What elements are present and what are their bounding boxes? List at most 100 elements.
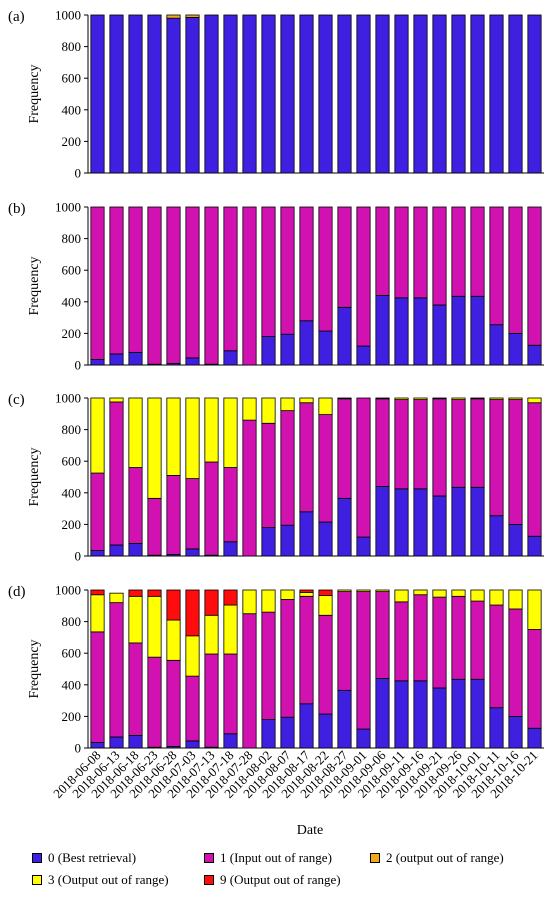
bar-segment-1 — [242, 206, 257, 366]
bar-segment-0 — [223, 733, 238, 749]
bar-segment-0 — [508, 332, 523, 366]
bar-segment-3 — [394, 397, 409, 400]
bar-segment-0 — [337, 14, 352, 174]
bar-segment-1 — [375, 591, 390, 679]
bar-segment-1 — [185, 478, 200, 550]
bar-segment-3 — [90, 594, 105, 633]
bar-segment-0 — [394, 680, 409, 749]
bar-segment-0 — [413, 488, 428, 557]
bar-segment-3 — [508, 589, 523, 610]
y-tick-label: 400 — [62, 677, 82, 692]
bar-segment-0 — [128, 351, 143, 366]
bar-segment-1 — [451, 595, 466, 680]
bar-segment-9 — [223, 589, 238, 606]
bar-segment-3 — [261, 397, 276, 424]
bar-segment-1 — [394, 206, 409, 299]
y-tick-label: 200 — [62, 326, 82, 341]
bar-segment-1 — [451, 399, 466, 488]
bar-segment-1 — [261, 422, 276, 528]
bar-segment-3 — [166, 619, 181, 661]
bar-segment-3 — [432, 397, 447, 400]
bar-segment-9 — [318, 589, 333, 596]
y-tick-label: 400 — [62, 294, 82, 309]
bar-segment-3 — [470, 589, 485, 602]
bar-segment-9 — [147, 589, 162, 597]
bar-segment-0 — [508, 524, 523, 557]
bar-segment-0 — [299, 511, 314, 557]
bar-segment-0 — [299, 320, 314, 366]
bar-segment-0 — [318, 14, 333, 174]
bar-segment-1 — [223, 653, 238, 735]
bar-segment-0 — [261, 719, 276, 749]
bar-segment-0 — [147, 14, 162, 174]
bar-segment-0 — [489, 515, 504, 557]
bar-segment-0 — [432, 495, 447, 557]
bar-segment-3 — [223, 604, 238, 655]
panel-label: (a) — [8, 9, 25, 25]
bar-segment-1 — [166, 659, 181, 747]
bar-segment-0 — [128, 542, 143, 557]
panel-0: (a) Frequency 0 200 400 600 800 1000 — [8, 8, 544, 181]
bar-segment-3 — [318, 397, 333, 415]
bar-segment-0 — [204, 14, 219, 174]
bar-segment-3 — [489, 589, 504, 606]
legend-label-2: 2 (output out of range) — [386, 850, 504, 865]
bar-segment-0 — [413, 680, 428, 749]
bar-segment-3 — [432, 589, 447, 598]
y-tick-label: 600 — [62, 646, 82, 661]
bar-segment-1 — [413, 594, 428, 682]
bar-segment-1 — [109, 401, 124, 546]
bar-segment-1 — [508, 206, 523, 334]
bar-segment-1 — [185, 675, 200, 742]
bar-segment-9 — [299, 589, 314, 593]
bar-segment-0 — [261, 336, 276, 366]
y-axis-label: Frequency — [27, 256, 42, 315]
bar-segment-3 — [508, 397, 523, 400]
bar-segment-3 — [451, 397, 466, 400]
bar-segment-0 — [489, 707, 504, 749]
bar-segment-0 — [185, 16, 200, 174]
legend-swatch-2 — [370, 853, 380, 863]
bar-segment-1 — [375, 398, 390, 487]
bar-segment-1 — [280, 599, 295, 718]
y-tick-label: 200 — [62, 517, 82, 532]
bar-segment-1 — [109, 206, 124, 355]
bar-segment-1 — [204, 653, 219, 748]
bar-segment-0 — [489, 14, 504, 174]
bar-segment-0 — [470, 295, 485, 366]
bar-segment-3 — [128, 397, 143, 468]
bar-segment-3 — [470, 397, 485, 400]
y-tick-label: 1000 — [55, 583, 81, 598]
bar-segment-1 — [242, 613, 257, 749]
bar-segment-0 — [337, 689, 352, 749]
bar-segment-1 — [356, 206, 371, 347]
bar-segment-1 — [527, 629, 542, 729]
y-tick-label: 0 — [75, 741, 82, 756]
bar-segment-1 — [261, 611, 276, 720]
bar-segment-3 — [356, 589, 371, 592]
y-tick-label: 800 — [62, 614, 82, 629]
bar-segment-0 — [185, 740, 200, 749]
bar-segment-3 — [242, 397, 257, 421]
bar-segment-3 — [204, 614, 219, 655]
bar-segment-1 — [90, 206, 105, 360]
bar-segment-3 — [375, 397, 390, 400]
bar-segment-0 — [261, 14, 276, 174]
bar-segment-3 — [318, 595, 333, 616]
bar-segment-0 — [527, 535, 542, 557]
y-tick-label: 200 — [62, 709, 82, 724]
bar-segment-1 — [280, 206, 295, 335]
bar-segment-0 — [489, 324, 504, 366]
bar-segment-0 — [318, 521, 333, 557]
bar-segment-0 — [261, 527, 276, 557]
bar-segment-3 — [223, 397, 238, 468]
x-axis-label: Date — [297, 823, 323, 838]
bar-segment-0 — [508, 716, 523, 749]
bar-segment-1 — [413, 206, 428, 299]
bar-segment-1 — [299, 402, 314, 513]
bar-segment-1 — [527, 206, 542, 346]
bar-segment-1 — [508, 608, 523, 717]
bar-segment-2 — [166, 14, 181, 19]
bar-segment-0 — [280, 14, 295, 174]
bar-segment-3 — [451, 589, 466, 597]
